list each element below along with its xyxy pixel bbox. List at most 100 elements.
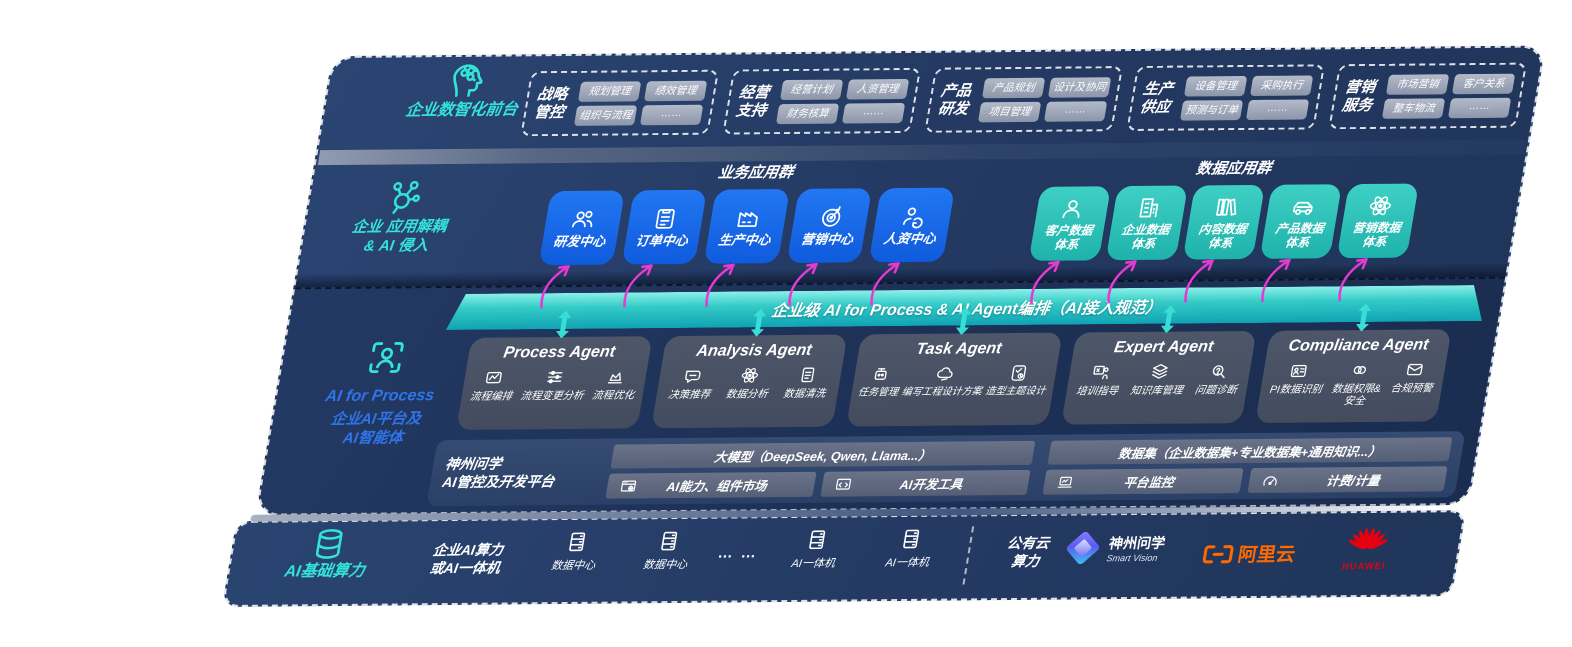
ai-platform-panel: 神州问学 AI管控及开发平台 大模型（DeepSeek, Qwen, Llama… — [426, 431, 1466, 507]
magenta-flow-arrow — [1183, 259, 1214, 303]
infra-band: AI基础算力 企业AI算力 或AI一体机 数据中心 数据中心 … … AI一体机… — [221, 510, 1467, 607]
scan-person-icon — [368, 341, 405, 374]
card-rd-center: 研发中心 — [538, 190, 625, 309]
car-icon — [1292, 201, 1314, 215]
module-title: 战略 管控 — [532, 85, 569, 121]
front-office-modules: 战略 管控 规划管理 绩效管理 组织与流程 …… 经营 支持 经营计划 人资管理 — [520, 62, 1528, 137]
module-title: 经营 支持 — [734, 83, 771, 119]
ai-appliance-item: AI一体机 — [781, 527, 850, 571]
smartvision-logo: 神州问学 Smart Vision — [1064, 530, 1202, 566]
layers-icon — [1151, 363, 1169, 379]
chat-icon — [683, 370, 701, 383]
molecule-icon — [388, 180, 423, 214]
expert-agent-card: Expert Agent 培训指导 知识库管理 问题诊断 — [1060, 305, 1257, 425]
id-card-icon — [1290, 364, 1308, 378]
dev-tools-bar: AI开发工具 — [819, 469, 1031, 497]
card-label: 内容数据 体系 — [1197, 221, 1248, 250]
card-label: 客户数据 体系 — [1043, 223, 1094, 252]
brain-head-icon — [450, 64, 486, 98]
card-label: 产品数据 体系 — [1274, 221, 1325, 250]
user-icon — [1062, 199, 1083, 218]
optimize-icon — [608, 372, 624, 384]
robot-icon — [874, 368, 888, 380]
module-tag: 市场营销 — [1385, 73, 1450, 95]
module-tag: 组织与流程 — [574, 104, 638, 126]
front-office-band: 企业数智化前台 战略 管控 规划管理 绩效管理 组织与流程 …… 经营 支持 — [318, 47, 1543, 150]
mail-alert-icon — [1406, 363, 1424, 376]
module-marketing-service: 营销 服务 市场营销 客户关系 整车物流 …… — [1328, 62, 1528, 130]
people-icon — [571, 210, 595, 228]
ai-layer-rail: AI for Process 企业AI平台及 AI智能体 — [296, 336, 465, 449]
building-icon — [1139, 197, 1160, 218]
component-market-bar: AI能力、组件市场 — [605, 471, 817, 499]
infra-label: AI基础算力 — [283, 562, 367, 581]
module-production-supply: 生产 供应 设备管理 采购执行 预测与订单 …… — [1126, 64, 1326, 132]
magenta-flow-arrow — [704, 263, 735, 308]
module-tag: 经营计划 — [780, 79, 844, 100]
diagram-scene: 企业数智化前台 战略 管控 规划管理 绩效管理 组织与流程 …… 经营 支持 — [221, 45, 1546, 607]
dataset-bar: 数据集（企业数据集+专业数据集+通用知识...） — [1047, 437, 1453, 465]
target-icon — [820, 206, 842, 227]
module-tag: 整车物流 — [1381, 97, 1446, 119]
agent-title: Expert Agent — [1112, 338, 1215, 357]
teal-double-arrow — [555, 310, 573, 339]
agent-item: 流程编排 — [469, 367, 517, 403]
module-tag: 设备管理 — [1184, 75, 1248, 97]
card-content-data: 内容数据 体系 — [1182, 184, 1266, 303]
ai-for-process-label: AI for Process — [324, 387, 436, 406]
platform-label: 神州问学 AI管控及开发平台 — [441, 455, 556, 491]
module-tag: 规划管理 — [578, 80, 642, 102]
magenta-flow-arrow — [539, 265, 570, 309]
agent-item: 培训指导 — [1075, 362, 1123, 398]
card-production-center: 生产中心 — [703, 189, 790, 308]
atom-icon — [740, 366, 760, 385]
agent-item: 合规预警 — [1388, 359, 1438, 407]
agent-item: 数据分析 — [725, 365, 773, 401]
ai-layer-band: 企业级 AI for Process & AI Agent编排（AI接入规范） … — [257, 276, 1506, 516]
datacenter-item: 数据中心 — [633, 529, 702, 573]
agent-item: 造型主题设计 — [984, 363, 1050, 398]
sliders-icon — [547, 370, 564, 384]
huawei-flower-icon — [1348, 528, 1388, 550]
enterprise-compute-label: 企业AI算力 或AI一体机 — [428, 541, 505, 577]
dev-tools-icon — [833, 475, 854, 493]
magenta-flow-arrow — [621, 264, 653, 308]
analysis-agent-card: Analysis Agent 决策推荐 数据分析 数据清洗 — [650, 308, 848, 429]
vendor-name: HUAWEI — [1341, 560, 1387, 572]
huawei-logo: HUAWEI — [1328, 525, 1406, 572]
module-operation: 经营 支持 经营计划 人资管理 财务核算 …… — [722, 67, 922, 135]
aliyun-logo: 阿里云 — [1201, 539, 1318, 567]
module-tag: 采购执行 — [1250, 74, 1314, 96]
business-app-group: 业务应用群 研发中心 订单中心 — [538, 160, 960, 309]
agent-item: 问题诊断 — [1194, 361, 1242, 396]
main-panel: 企业数智化前台 战略 管控 规划管理 绩效管理 组织与流程 …… 经营 支持 — [255, 45, 1546, 516]
vendor-name: 神州问学 — [1107, 534, 1167, 551]
database-icon — [315, 528, 344, 559]
magenta-flow-arrow — [787, 262, 818, 307]
model-bar: 大模型（DeepSeek, Qwen, Llama...） — [610, 440, 1036, 469]
agent-item: 流程优化 — [591, 366, 639, 402]
card-label: 企业数据 体系 — [1120, 222, 1171, 251]
magenta-flow-arrow — [869, 262, 901, 306]
card-label: 营销数据 体系 — [1351, 220, 1402, 249]
flow-chart-icon — [485, 371, 503, 384]
card-order-center: 订单中心 — [621, 189, 708, 308]
card-label: 人资中心 — [882, 230, 937, 247]
smartvision-diamond-icon — [1065, 530, 1101, 566]
card-hr-center: 人资中心 — [868, 187, 955, 306]
section-divider — [962, 526, 975, 585]
business-group-title: 业务应用群 — [716, 163, 795, 182]
books-icon — [1216, 198, 1239, 216]
factory-icon — [737, 212, 759, 228]
server-icon — [660, 531, 678, 551]
diagnose-search-icon — [1211, 365, 1227, 379]
ai-appliance-item: AI一体机 — [875, 527, 944, 571]
card-label: 营销中心 — [799, 231, 855, 247]
agent-item: 决策推荐 — [667, 366, 715, 401]
process-agent-card: Process Agent 流程编排 流程变更分析 流程优化 — [456, 310, 653, 430]
agent-item: 流程变更分析 — [520, 367, 589, 403]
card-product-data: 产品数据 体系 — [1259, 184, 1343, 303]
module-tag: 绩效管理 — [644, 80, 708, 101]
app-layer-label: 企业 应用解耦 & AI 侵入 — [350, 217, 448, 255]
card-enterprise-data: 企业数据 体系 — [1105, 185, 1189, 304]
